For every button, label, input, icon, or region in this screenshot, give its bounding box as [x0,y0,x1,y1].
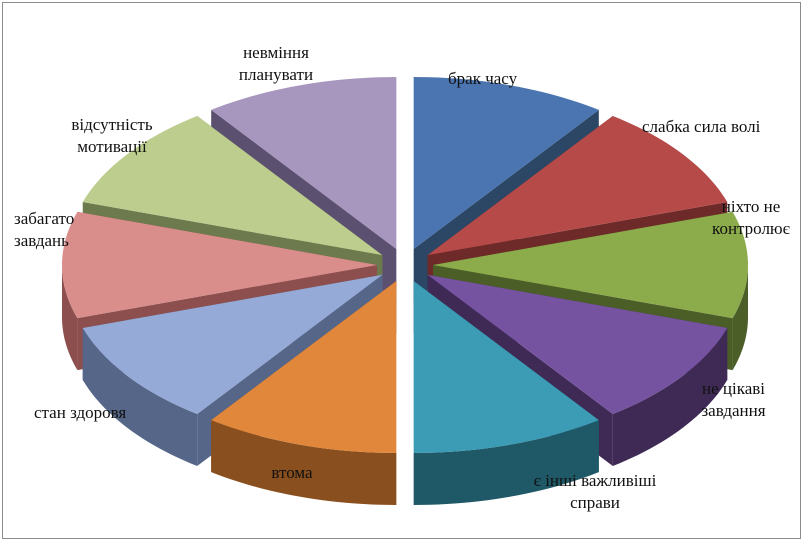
label-zabagato-zavdan: забагато завдань [14,209,75,250]
slice-2-rim-0 [732,265,748,371]
label-stan-zdorovia: стан здоровя [34,403,127,422]
slice-7-rim-0 [62,265,78,371]
label-nikhto-ne-kontroliuie: ніхто не контролює [712,197,790,238]
slice-1-top [427,115,728,256]
slice-4-rim-0 [413,420,599,505]
slice-5-top [211,280,397,453]
slice-9-top [211,77,397,250]
slice-6-top [82,274,383,415]
label-slabka-syla-voli: слабка сила волі [642,117,761,136]
label-nevminnia-planuvaty: невміння планувати [238,43,314,84]
label-ye-inshi-vazhlyvishi-spravy: є інші важливіші справи [533,471,657,512]
slice-3-rim-0 [612,328,728,467]
label-vidsutnist-motyvatsii: відсутність мотивації [71,115,153,156]
slice-4-top [413,280,599,453]
label-vtoma: втома [271,463,313,482]
slice-8-top [82,115,383,256]
slice-7-top [62,211,377,319]
label-ne-tsikavi-zavdannia: не цікаві завдання [701,379,766,420]
label-brak-chasu: брак часу [448,69,518,88]
slice-5-rim-0 [211,420,397,505]
slice-0-top [413,77,599,250]
slice-3-top [427,274,728,415]
slice-2-top [433,211,748,319]
slice-6-rim-0 [82,328,198,467]
